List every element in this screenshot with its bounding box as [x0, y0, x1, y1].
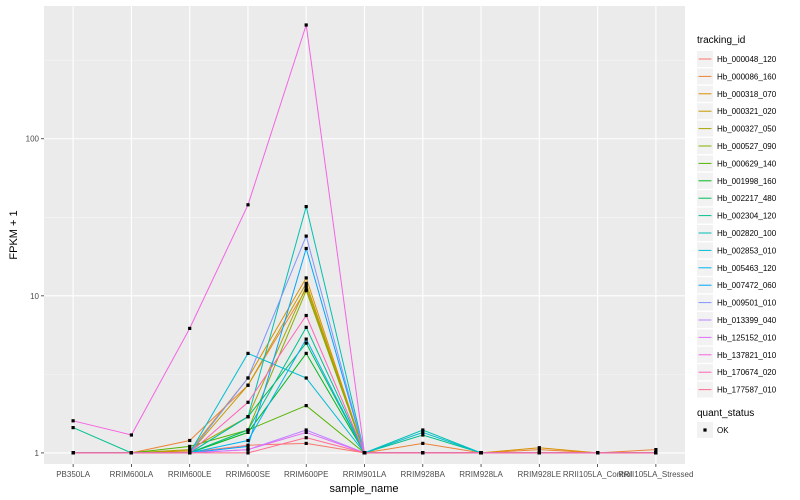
data-point [188, 438, 192, 443]
data-point [304, 337, 308, 341]
data-point [654, 448, 658, 452]
data-point [71, 419, 75, 423]
data-point [479, 451, 483, 455]
y-tick-label: 100 [26, 135, 40, 144]
y-axis-title: FPKM + 1 [8, 210, 20, 259]
x-tick-label: RRIM901LA [343, 470, 387, 479]
legend-label: Hb_125152_010 [717, 333, 777, 342]
legend-label: Hb_177587_010 [717, 386, 777, 395]
data-point [537, 446, 541, 450]
data-point [362, 451, 367, 455]
legend-label: Hb_002853_010 [717, 246, 777, 255]
data-point [246, 448, 250, 452]
data-point [537, 451, 541, 455]
data-point [188, 326, 192, 330]
x-tick-label: RRIM928LA [459, 470, 503, 479]
data-point [304, 436, 308, 440]
data-point [304, 276, 308, 280]
data-point [246, 203, 250, 207]
legend-title: tracking_id [697, 35, 745, 46]
series-points [71, 23, 658, 455]
data-point [654, 451, 658, 455]
legend-label: Hb_000629_140 [717, 159, 777, 168]
data-point [304, 341, 308, 345]
data-point [246, 430, 250, 434]
data-point [304, 325, 308, 329]
y-axis: 1 10 100 [26, 135, 44, 458]
data-point [421, 428, 425, 432]
y-tick-label: 10 [30, 292, 39, 301]
data-point [188, 448, 192, 452]
data-point [188, 444, 192, 448]
x-tick-label: RRIM600LA [110, 470, 154, 479]
data-point [304, 430, 308, 434]
legend-label: Hb_002304_120 [717, 212, 777, 221]
data-point [188, 451, 192, 455]
data-point [129, 451, 133, 455]
x-axis: PB350LA RRIM600LA RRIM600LE RRIM600SE RRIM60… [56, 464, 693, 479]
legend-label: Hb_002820_100 [717, 229, 777, 238]
x-axis-title: sample_name [329, 483, 398, 495]
data-point [421, 451, 425, 455]
legend-label: Hb_000318_070 [717, 90, 777, 99]
y-tick-label: 1 [35, 449, 40, 458]
legend-label: Hb_005463_120 [717, 264, 777, 273]
legend-label: Hb_000327_050 [717, 125, 777, 134]
legend-label: Hb_170674_020 [717, 368, 777, 377]
data-point [246, 351, 250, 355]
data-point [304, 23, 308, 27]
data-point [537, 448, 541, 452]
data-point [71, 426, 75, 430]
data-point [596, 451, 600, 455]
legend-label: Hb_009501_010 [717, 299, 777, 308]
legend-label: Hb_001998_160 [717, 177, 777, 186]
x-tick-label: RRII105LA_Control [563, 470, 633, 479]
legend-label: Hb_007472_060 [717, 281, 777, 290]
shape-legend-marker [703, 428, 707, 432]
legend-label: Hb_000048_120 [717, 55, 777, 64]
legend-label: Hb_002217_480 [717, 194, 777, 203]
data-point [304, 404, 308, 408]
legend: tracking_id Hb_000048_120 Hb_000086_160 Hb_… [697, 35, 777, 438]
data-point [421, 441, 425, 445]
data-point [304, 205, 308, 209]
legend-label: Hb_000527_090 [717, 142, 777, 151]
shape-legend-title: quant_status [697, 408, 754, 419]
data-point [246, 400, 250, 404]
data-point [304, 281, 308, 285]
legend-label: Hb_000321_020 [717, 107, 777, 116]
data-point [304, 376, 308, 380]
x-tick-label: RRII105LA_Stressed [618, 470, 693, 479]
x-tick-label: RRIM600LE [168, 470, 212, 479]
data-point [304, 289, 308, 293]
data-point [246, 428, 250, 432]
data-point [304, 313, 308, 318]
legend-label: Hb_013399_040 [717, 316, 777, 325]
data-point [304, 234, 308, 238]
data-point [304, 428, 308, 432]
x-tick-label: RRIM928BA [401, 470, 446, 479]
legend-label: Hb_137821_010 [717, 351, 777, 360]
x-tick-label: RRIM600SE [226, 470, 270, 479]
data-point [304, 441, 308, 445]
data-point [246, 444, 250, 448]
data-point [71, 451, 75, 455]
x-tick-label: RRIM600PE [284, 470, 328, 479]
data-point [421, 433, 425, 437]
data-point [421, 430, 425, 434]
data-point [246, 451, 250, 455]
x-tick-label: RRIM928LE [518, 470, 562, 479]
data-point [246, 438, 250, 443]
data-point [304, 351, 308, 355]
data-point [129, 433, 133, 437]
data-point [246, 383, 250, 387]
data-point [246, 415, 250, 419]
x-tick-label: PB350LA [56, 470, 90, 479]
shape-legend-label: OK [717, 426, 729, 435]
data-point [246, 376, 250, 380]
data-point [304, 284, 308, 288]
data-point [304, 246, 308, 251]
legend-label: Hb_000086_160 [717, 72, 777, 81]
